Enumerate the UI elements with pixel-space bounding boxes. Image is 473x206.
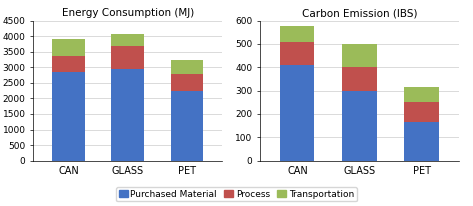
Bar <box>342 91 377 161</box>
Bar <box>280 26 315 42</box>
Bar <box>171 91 203 161</box>
Bar <box>53 39 85 56</box>
Bar <box>342 44 377 67</box>
Bar <box>342 67 377 91</box>
Bar <box>53 72 85 161</box>
Bar <box>404 102 438 122</box>
Bar <box>112 46 144 69</box>
Bar <box>53 56 85 72</box>
Bar <box>404 87 438 102</box>
Bar <box>112 34 144 46</box>
Bar <box>280 42 315 65</box>
Bar <box>171 60 203 74</box>
Bar <box>171 74 203 91</box>
Legend: Purchased Material, Process, Transportation: Purchased Material, Process, Transportat… <box>116 187 357 201</box>
Title: Energy Consumption (MJ): Energy Consumption (MJ) <box>61 8 194 18</box>
Bar <box>112 69 144 161</box>
Bar <box>280 65 315 161</box>
Title: Carbon Emission (IBS): Carbon Emission (IBS) <box>302 8 417 18</box>
Bar <box>404 122 438 161</box>
